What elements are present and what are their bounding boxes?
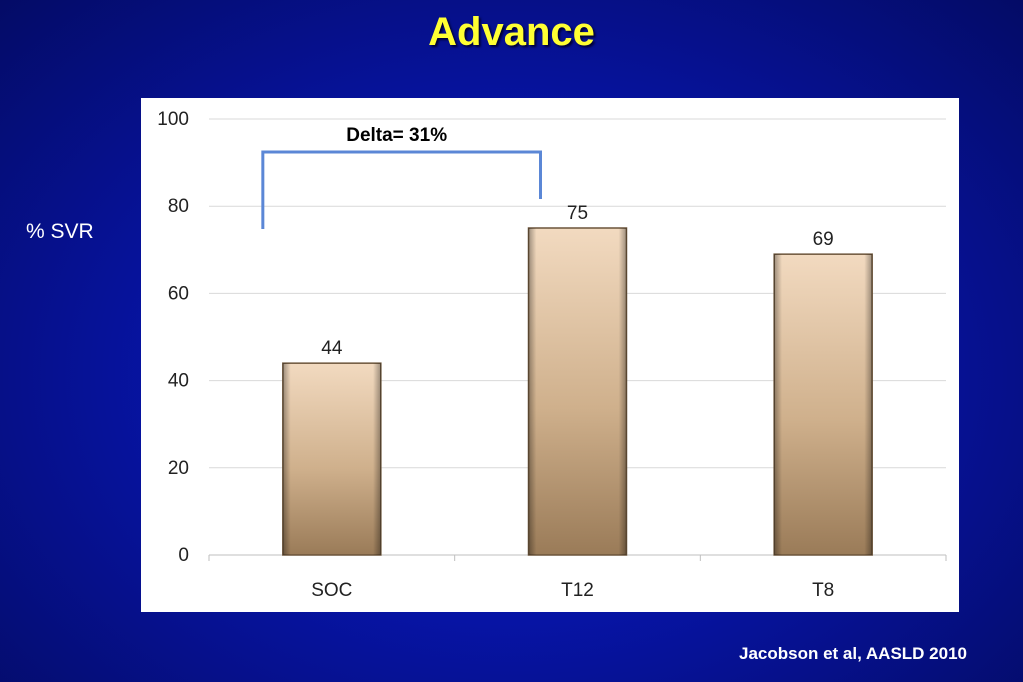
x-tick-label: T8 bbox=[812, 580, 834, 601]
bars bbox=[282, 227, 873, 556]
y-tick-label: 80 bbox=[168, 196, 189, 217]
x-tick-label: SOC bbox=[311, 580, 352, 601]
data-label: 44 bbox=[321, 338, 343, 359]
y-tick-label: 0 bbox=[178, 545, 189, 566]
citation: Jacobson et al, AASLD 2010 bbox=[738, 644, 967, 663]
y-axis-title: % SVR bbox=[26, 220, 94, 243]
data-labels: 44 75 69 bbox=[321, 203, 833, 359]
x-tick-labels: SOC T12 T8 bbox=[311, 580, 834, 601]
chart-panel: 0 20 40 60 80 100 44 75 69 SOC T12 T8 Delta= 31% bbox=[141, 98, 959, 612]
y-tick-labels: 0 20 40 60 80 100 bbox=[157, 109, 189, 566]
x-tick-label: T12 bbox=[561, 580, 594, 601]
delta-label: Delta= 31% bbox=[346, 125, 447, 146]
bar-shading bbox=[528, 228, 627, 555]
bar-shading bbox=[282, 363, 381, 555]
bar-chart: 0 20 40 60 80 100 44 75 69 SOC T12 T8 Delta= 31% bbox=[157, 109, 947, 601]
y-tick-label: 60 bbox=[168, 283, 189, 304]
y-tick-label: 100 bbox=[157, 109, 189, 130]
bar-shading bbox=[774, 254, 873, 555]
y-tick-label: 40 bbox=[168, 371, 189, 392]
slide-title: Advance bbox=[428, 10, 595, 54]
data-label: 69 bbox=[813, 229, 834, 250]
delta-bracket bbox=[261, 150, 542, 229]
y-tick-label: 20 bbox=[168, 458, 189, 479]
delta-annotation: Delta= 31% bbox=[261, 125, 542, 229]
data-label: 75 bbox=[567, 203, 588, 224]
